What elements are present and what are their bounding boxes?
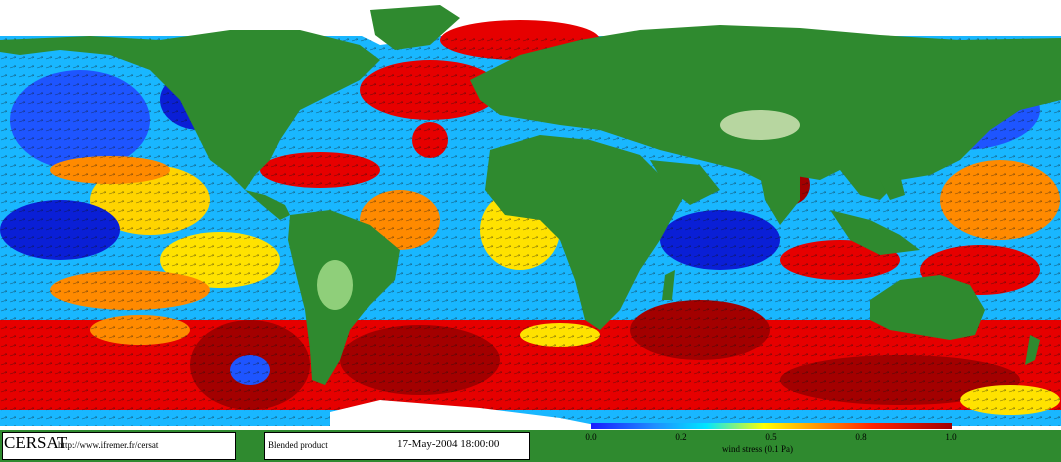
timestamp: 17-May-2004 18:00:00 xyxy=(397,438,500,450)
colorbar-title: wind stress (0.1 Pa) xyxy=(722,444,793,454)
antarctic-ice-shelf xyxy=(330,400,600,426)
colorbar-tick: 0.5 xyxy=(765,432,777,442)
info-box-left xyxy=(2,432,236,460)
product-label: Blended product xyxy=(268,440,328,450)
andes-highland xyxy=(317,260,353,310)
colorbar-tick: 0.0 xyxy=(585,432,597,442)
colorbar-tick: 0.8 xyxy=(855,432,867,442)
tibet-plateau xyxy=(720,110,800,140)
colorbar-gradient xyxy=(591,423,952,429)
brand-logo-text: CERSAT xyxy=(4,433,68,452)
colorbar-tick: 1.0 xyxy=(945,432,957,442)
source-url[interactable]: http://www.ifremer.fr/cersat xyxy=(58,440,159,450)
colorbar-tick: 0.2 xyxy=(675,432,687,442)
info-box-middle xyxy=(264,432,530,460)
